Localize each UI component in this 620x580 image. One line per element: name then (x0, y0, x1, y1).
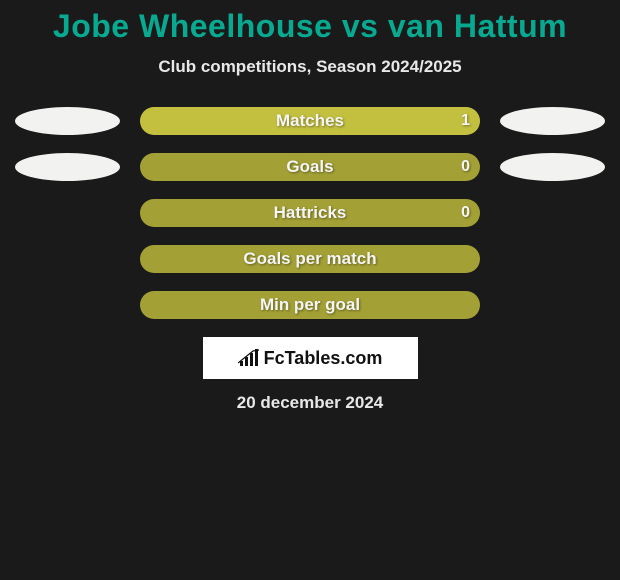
right-ellipse (500, 107, 605, 135)
stat-row: Goals per match (0, 245, 620, 273)
right-value: 1 (461, 112, 470, 130)
stat-row: Hattricks 0 (0, 199, 620, 227)
stat-label: Hattricks (274, 203, 347, 223)
right-value: 0 (461, 204, 470, 222)
stat-bar: Goals 0 (140, 153, 480, 181)
stat-row: Matches 1 (0, 107, 620, 135)
stat-label: Min per goal (260, 295, 360, 315)
stat-label: Goals per match (243, 249, 376, 269)
brand-text: FcTables.com (264, 348, 383, 369)
left-ellipse (15, 153, 120, 181)
brand-badge[interactable]: FcTables.com (203, 337, 418, 379)
stat-bar: Min per goal (140, 291, 480, 319)
stat-label: Goals (286, 157, 333, 177)
date-label: 20 december 2024 (0, 393, 620, 413)
stat-label: Matches (276, 111, 344, 131)
right-value: 0 (461, 158, 470, 176)
stat-row: Goals 0 (0, 153, 620, 181)
stat-bar: Hattricks 0 (140, 199, 480, 227)
page-title: Jobe Wheelhouse vs van Hattum (0, 8, 620, 45)
stat-bar: Goals per match (140, 245, 480, 273)
stat-rows: Matches 1 Goals 0 Hattricks 0 Goals per match M… (0, 107, 620, 319)
chart-icon (238, 349, 260, 367)
stat-row: Min per goal (0, 291, 620, 319)
right-ellipse (500, 153, 605, 181)
stat-bar: Matches 1 (140, 107, 480, 135)
comparison-widget: Jobe Wheelhouse vs van Hattum Club compe… (0, 0, 620, 413)
left-ellipse (15, 107, 120, 135)
subtitle: Club competitions, Season 2024/2025 (0, 57, 620, 77)
